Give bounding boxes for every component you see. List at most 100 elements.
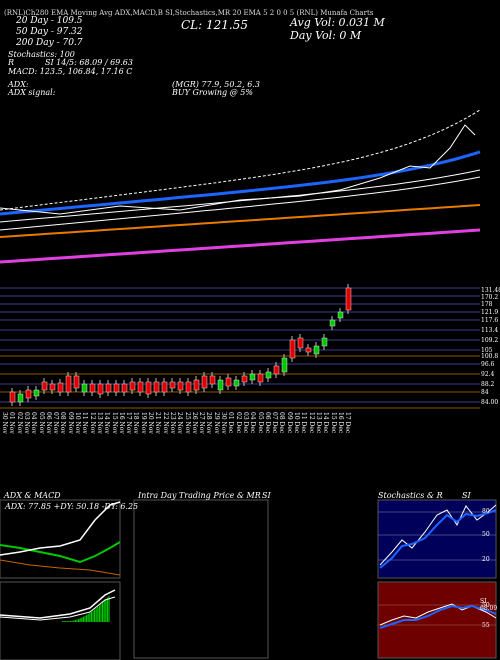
stoch-si-title: SI <box>462 491 471 500</box>
adx-readout: ADX: 77.85 +DY: 50.18 -DY: 6.25 <box>5 502 139 511</box>
candle-body <box>217 379 224 391</box>
date-axis-label: 29 Nov <box>212 412 220 434</box>
date-axis-label: 30 Nov <box>220 412 227 434</box>
candle-body <box>105 383 112 393</box>
candle-body <box>241 375 248 383</box>
date-axis-label: 24 Nov <box>176 412 184 434</box>
intraday-panel-frame <box>133 499 269 659</box>
date-axis-label: 06 Dec <box>263 412 271 434</box>
candle-body <box>249 373 256 381</box>
si-level-55: 55 <box>482 622 490 629</box>
date-axis-label: 15 Nov <box>110 412 118 434</box>
si-label: SI 14/5: 68.09 / 69.63 <box>45 58 133 67</box>
r-label: R <box>8 58 15 67</box>
candle-body <box>257 373 264 383</box>
ema-blue-line <box>0 150 481 216</box>
intraday-title: Intra Day Trading Price & MR <box>138 491 261 500</box>
candle-body <box>305 347 312 353</box>
candle-body <box>121 383 128 393</box>
macd-histogram-bar <box>68 621 70 622</box>
candle-body <box>337 311 344 319</box>
date-axis-label: 03 Nov <box>22 412 30 434</box>
date-axis-label: 30 Nov <box>1 412 8 434</box>
date-axis-label: 10 Nov <box>74 412 81 434</box>
date-axis-label: 10 Dec <box>293 412 300 434</box>
candle-body <box>153 381 160 393</box>
stoch-level-80: 80 <box>482 508 490 515</box>
day-volume: Day Vol: 0 M <box>290 29 362 42</box>
ema-white-inner <box>0 169 481 223</box>
macd-label: MACD: 123.5, 106.84, 17.16 C <box>8 67 133 76</box>
price-axis-label: 113.4 <box>481 327 499 334</box>
date-axis-label: 20 Nov <box>147 412 154 434</box>
price-axis-label: 92.4 <box>481 371 495 378</box>
macd-histogram-bar <box>84 615 86 622</box>
date-axis-label: 13 Dec <box>314 412 322 434</box>
macd-histogram-bar <box>94 609 96 622</box>
macd-histogram-bar <box>92 610 94 622</box>
candle-body <box>289 339 296 359</box>
stochastics-label: Stochastics: 100 <box>8 50 75 59</box>
macd-histogram-bar <box>63 621 65 622</box>
candle-body <box>201 375 208 389</box>
adx-panel-frame <box>0 499 121 579</box>
adx-signal-value: BUY Growing @ 5% <box>172 88 253 97</box>
stoch-level-20: 20 <box>482 556 490 563</box>
date-axis-label: 14 Dec <box>322 412 330 434</box>
candle-body <box>81 383 88 393</box>
ema-magenta-line <box>0 228 481 264</box>
candle-body <box>273 365 280 375</box>
date-axis-label: 19 Nov <box>139 412 147 434</box>
candle-body <box>313 345 320 355</box>
candle-body <box>233 379 240 387</box>
macd-histogram-bar <box>105 599 107 622</box>
si-panel-title: SI <box>262 491 271 500</box>
avg-volume: Avg Vol: 0.031 M <box>290 16 385 29</box>
candle-body <box>97 383 104 395</box>
date-axis-label: 18 Nov <box>132 412 140 434</box>
adx-minus-di-line <box>0 559 121 576</box>
macd-histogram-bar <box>82 616 84 622</box>
date-axis-label: 14 Nov <box>103 412 111 434</box>
candle-body <box>281 357 288 373</box>
si-value-label: SI 68.09 <box>480 598 498 612</box>
macd-histogram-bar <box>87 614 89 622</box>
ema-white-outer <box>0 176 481 231</box>
price-axis-label: 96.6 <box>481 361 495 368</box>
date-axis-label: 08 Nov <box>59 412 67 434</box>
price-axis-label: 170.2 <box>481 294 499 301</box>
macd-histogram-bar <box>70 621 72 622</box>
ema200-label: 200 Day - 70.7 <box>16 38 83 48</box>
macd-histogram-bar <box>97 606 99 622</box>
candle-body <box>49 383 56 391</box>
date-axis-label: 02 Nov <box>15 412 23 434</box>
price-axis-label: 105 <box>481 347 493 354</box>
date-axis-label: 02 Dec <box>234 412 242 434</box>
stoch-d-line <box>379 509 497 569</box>
price-axis-label: 84 <box>481 389 489 396</box>
candle-body <box>25 389 32 399</box>
date-axis-label: 26 Nov <box>190 412 198 434</box>
date-axis-label: 05 Dec <box>256 412 264 434</box>
candle-body <box>161 381 168 393</box>
candle-body <box>137 381 144 393</box>
candle-body <box>73 375 80 389</box>
candle-body <box>129 381 136 391</box>
stoch-level-50: 50 <box>482 531 490 538</box>
macd-histogram-bar <box>78 618 80 622</box>
candle-body <box>209 375 216 385</box>
candle-body <box>185 381 192 393</box>
date-axis-label: 12 Dec <box>307 412 315 434</box>
date-axis-label: 04 Dec <box>249 412 257 434</box>
date-axis-label: 04 Nov <box>30 412 38 434</box>
macd-histogram-bar <box>100 604 102 622</box>
candle-body <box>65 375 72 393</box>
price-axis-label: 121.9 <box>481 309 499 316</box>
candle-body <box>225 377 232 387</box>
adx-plus-di-line <box>0 541 121 564</box>
price-axis-label: 117.6 <box>481 317 499 324</box>
macd-histogram-bar <box>66 621 68 622</box>
candle-body <box>17 393 24 403</box>
candle-body <box>145 381 152 395</box>
